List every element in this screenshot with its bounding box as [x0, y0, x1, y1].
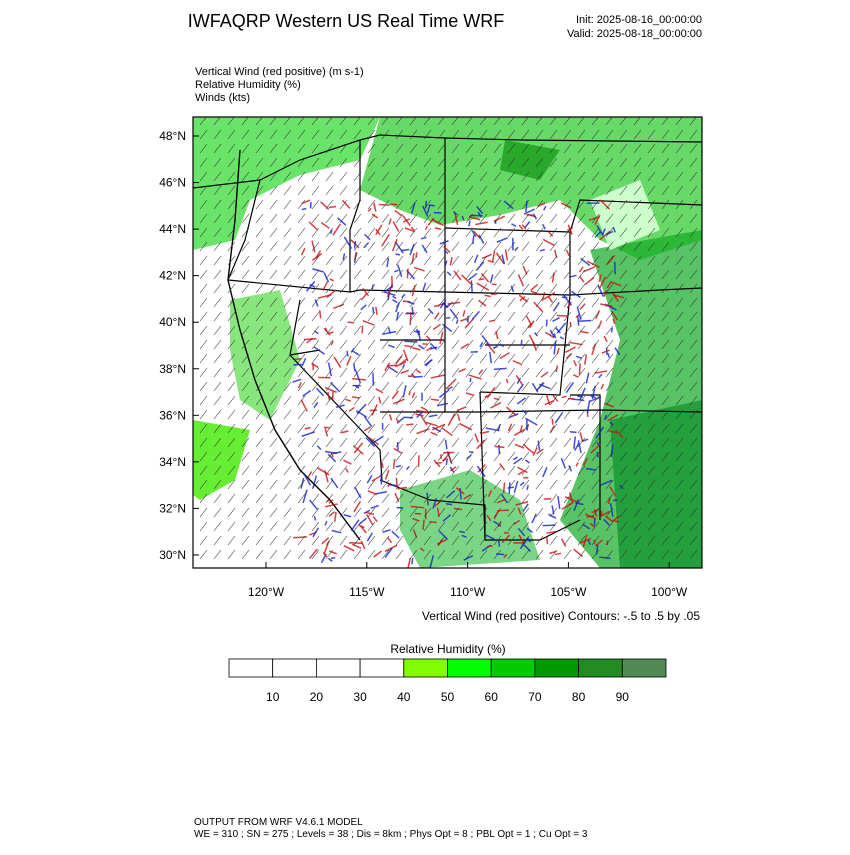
lon-label: 115°W	[349, 585, 385, 599]
wind-streak	[446, 504, 452, 505]
field-label: Relative Humidity (%)	[195, 79, 301, 91]
wind-streak	[412, 558, 413, 564]
colorbar-label: 70	[528, 690, 542, 704]
lat-label: 46°N	[159, 176, 186, 190]
wind-streak	[547, 537, 548, 544]
colorbar-label: 90	[616, 690, 630, 704]
wind-streak	[348, 322, 355, 323]
wind-streak	[487, 546, 492, 547]
wind-streak	[355, 241, 356, 248]
colorbar-box	[535, 659, 579, 677]
wind-streak	[521, 340, 522, 346]
valid-time: Valid: 2025-08-18_00:00:00	[567, 28, 702, 40]
init-time: Init: 2025-08-16_00:00:00	[576, 14, 702, 26]
wind-streak	[557, 316, 568, 317]
wind-streak	[495, 447, 504, 448]
wind-streak	[579, 363, 580, 374]
wind-streak	[478, 279, 484, 280]
wind-streak	[396, 466, 401, 467]
wind-streak	[373, 307, 374, 313]
wind-streak	[395, 254, 399, 255]
wind-streak	[577, 396, 582, 397]
title: IWFAQRP Western US Real Time WRF	[188, 11, 504, 31]
colorbar-box	[360, 659, 404, 677]
wind-streak	[327, 500, 331, 501]
colorbar-box	[273, 659, 317, 677]
wind-streak	[293, 364, 301, 365]
lon-label: 105°W	[550, 585, 587, 599]
wind-streak	[347, 351, 348, 357]
wind-streak	[398, 442, 399, 450]
colorbar-label: 50	[441, 690, 455, 704]
lon-label: 100°W	[651, 585, 688, 599]
lon-label: 120°W	[248, 585, 285, 599]
field-label: Vertical Wind (red positive) (m s-1)	[195, 66, 364, 78]
colorbar-box	[316, 659, 360, 677]
wind-streak	[304, 339, 317, 340]
colorbar-box	[404, 659, 448, 677]
map-field	[193, 116, 702, 571]
wind-streak	[407, 313, 414, 314]
wind-streak	[491, 294, 497, 295]
wind-streak	[552, 419, 553, 425]
wind-streak	[435, 463, 442, 464]
wind-streak	[499, 539, 500, 546]
lat-label: 36°N	[159, 408, 186, 422]
lat-label: 34°N	[159, 455, 186, 469]
field-label: Winds (kts)	[195, 92, 250, 104]
wind-streak	[329, 207, 336, 208]
wind-streak	[555, 553, 561, 554]
wind-streak	[379, 205, 390, 206]
wind-streak	[407, 268, 408, 278]
colorbar-title: Relative Humidity (%)	[390, 642, 505, 656]
colorbar-box	[579, 659, 623, 677]
wind-streak	[414, 331, 420, 332]
contour-note: Vertical Wind (red positive) Contours: -…	[422, 609, 700, 623]
colorbar-box	[448, 659, 492, 677]
wind-streak	[418, 455, 419, 467]
lat-label: 48°N	[159, 129, 186, 143]
colorbar-label: 80	[572, 690, 586, 704]
lat-label: 44°N	[159, 222, 186, 236]
wind-streak	[504, 482, 505, 493]
wind-streak	[324, 427, 330, 428]
wind-streak	[373, 373, 374, 386]
colorbar-label: 40	[397, 690, 411, 704]
wind-streak	[431, 399, 439, 400]
wind-streak	[396, 478, 397, 487]
wind-streak	[413, 377, 422, 378]
wind-streak	[423, 520, 424, 530]
colorbar-box	[229, 659, 273, 677]
colorbar-box	[622, 659, 666, 677]
lat-label: 38°N	[159, 362, 186, 376]
colorbar-label: 10	[266, 690, 280, 704]
wind-streak	[293, 537, 307, 538]
wind-streak	[406, 424, 413, 425]
wind-streak	[352, 397, 360, 398]
lon-label: 110°W	[450, 585, 486, 599]
lat-label: 40°N	[159, 315, 186, 329]
footer-line: OUTPUT FROM WRF V4.6.1 MODEL	[194, 817, 363, 828]
colorbar-box	[491, 659, 535, 677]
wind-streak	[473, 235, 474, 244]
wind-streak	[320, 310, 321, 318]
lat-label: 42°N	[159, 269, 186, 283]
wind-streak	[471, 280, 472, 292]
wind-streak	[429, 205, 435, 206]
lat-label: 30°N	[159, 548, 186, 562]
wind-streak	[578, 321, 591, 322]
wind-streak	[409, 391, 410, 395]
colorbar-label: 20	[310, 690, 324, 704]
footer-line: WE = 310 ; SN = 275 ; Levels = 38 ; Dis …	[194, 829, 588, 840]
wind-streak	[390, 204, 397, 205]
colorbar-label: 60	[485, 690, 499, 704]
wind-streak	[543, 525, 556, 526]
wind-streak	[570, 432, 577, 433]
colorbar-label: 30	[353, 690, 367, 704]
lat-label: 32°N	[159, 501, 186, 515]
wind-streak	[331, 558, 335, 559]
